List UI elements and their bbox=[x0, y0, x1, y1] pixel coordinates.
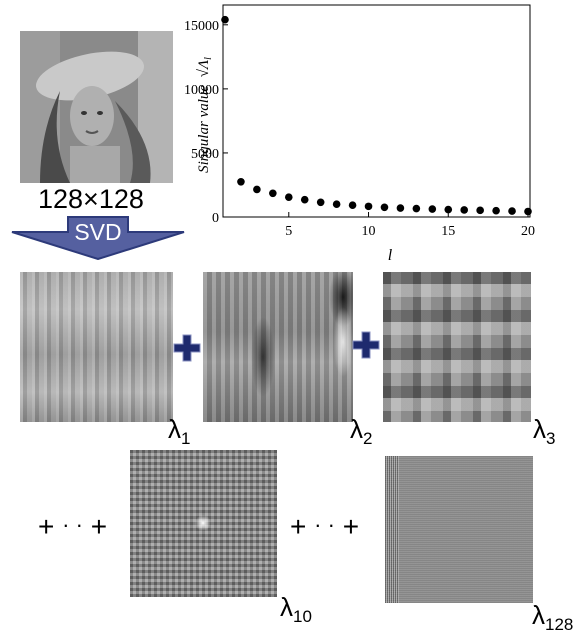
data-point bbox=[348, 201, 357, 210]
plus-ellipsis-2: + · · + bbox=[290, 511, 360, 542]
data-point bbox=[444, 205, 453, 214]
component-image-128 bbox=[385, 456, 533, 603]
x-tick-label: 15 bbox=[441, 224, 455, 239]
data-point bbox=[332, 200, 341, 208]
data-point bbox=[221, 15, 229, 24]
y-tick-label: 5000 bbox=[191, 147, 219, 162]
component-image-1 bbox=[20, 272, 173, 422]
svd-arrow: SVD bbox=[10, 216, 186, 261]
svd-label: SVD bbox=[74, 219, 122, 245]
data-point bbox=[476, 206, 484, 215]
x-tick-label: 5 bbox=[285, 224, 292, 239]
component-image-2 bbox=[203, 272, 353, 422]
lambda-label-2: λ2 bbox=[350, 414, 373, 448]
source-photo bbox=[20, 31, 173, 183]
y-axis-label: Singular value √Λl bbox=[196, 57, 214, 173]
data-point bbox=[492, 206, 500, 215]
y-tick-label: 15000 bbox=[184, 19, 219, 34]
data-point bbox=[380, 203, 389, 212]
data-point bbox=[269, 189, 277, 198]
component-image-3 bbox=[383, 272, 531, 422]
data-point bbox=[428, 205, 437, 213]
data-point bbox=[316, 198, 325, 207]
data-point bbox=[364, 202, 373, 211]
x-tick-label: 10 bbox=[362, 224, 376, 239]
y-tick-label: 10000 bbox=[184, 83, 219, 98]
data-point bbox=[396, 204, 405, 212]
data-point bbox=[524, 207, 532, 216]
image-size-label: 128×128 bbox=[38, 184, 144, 214]
plot-frame bbox=[222, 4, 531, 218]
data-point bbox=[253, 185, 261, 194]
photo-content-icon bbox=[20, 31, 173, 183]
data-point bbox=[508, 207, 516, 215]
data-point bbox=[412, 204, 421, 213]
data-point bbox=[460, 206, 469, 214]
lambda-label-128: λ128 bbox=[532, 600, 574, 634]
data-point bbox=[284, 193, 293, 201]
data-point bbox=[300, 195, 309, 204]
data-point bbox=[237, 177, 245, 186]
x-axis-label: l bbox=[388, 247, 393, 264]
plus-icon-1 bbox=[172, 333, 202, 363]
lambda-label-3: λ3 bbox=[533, 414, 556, 448]
plus-icon-2 bbox=[351, 330, 381, 360]
lambda-label-1: λ1 bbox=[168, 414, 191, 448]
plus-ellipsis-1: + · · + bbox=[38, 511, 108, 542]
singular-value-chart: 5 10 15 20 0 5000 10000 15000 Singular value √Λ… bbox=[184, 4, 535, 264]
lambda-label-10: λ10 bbox=[280, 592, 312, 626]
y-tick-label: 0 bbox=[212, 211, 219, 226]
component-image-10 bbox=[130, 450, 277, 597]
x-tick-label: 20 bbox=[521, 224, 535, 239]
